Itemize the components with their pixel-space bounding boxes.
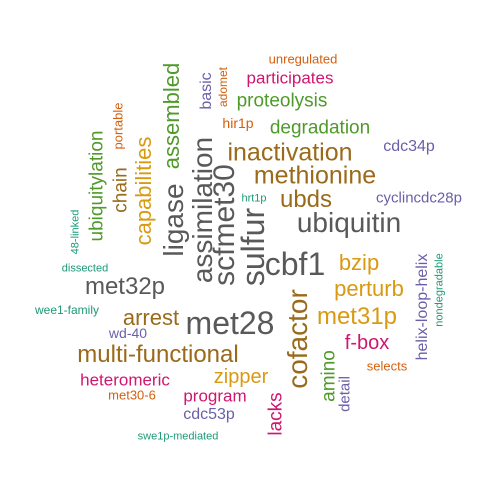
word-assembled: assembled bbox=[159, 62, 184, 170]
word-cdc53p: cdc53p bbox=[183, 406, 235, 423]
word-proteolysis: proteolysis bbox=[236, 90, 328, 112]
word-selects: selects bbox=[366, 358, 408, 374]
word-zipper: zipper bbox=[213, 366, 269, 388]
word-chain: chain bbox=[110, 167, 132, 213]
word-cofactor: cofactor bbox=[282, 289, 313, 389]
word-48-linked: 48-linked bbox=[69, 209, 82, 255]
word-adomet: adomet bbox=[216, 66, 230, 108]
word-cdc34p: cdc34p bbox=[383, 138, 435, 155]
word-cyclincdc28p: cyclincdc28p bbox=[376, 189, 462, 207]
word-met30-6: met30-6 bbox=[108, 387, 156, 403]
word-degradation: degradation bbox=[269, 117, 371, 139]
word-unregulated: unregulated bbox=[268, 51, 338, 67]
word-ubiquitylation: ubiquitylation bbox=[86, 130, 108, 242]
word-sulfur: sulfur bbox=[235, 207, 271, 287]
word-wee1-family: wee1-family bbox=[34, 303, 100, 317]
word-participates: participates bbox=[246, 68, 334, 88]
word-basic: basic bbox=[198, 72, 215, 110]
word-f-box: f-box bbox=[344, 332, 390, 354]
word-detail: detail bbox=[336, 376, 354, 412]
word-hrt1p: hrt1p bbox=[241, 192, 267, 205]
word-cbf1: cbf1 bbox=[264, 246, 326, 282]
word-swe1p-mediated: swe1p-mediated bbox=[137, 430, 219, 443]
word-hir1p: hir1p bbox=[222, 115, 254, 131]
word-nondegradable: nondegradable bbox=[433, 253, 446, 327]
word-met31p: met31p bbox=[316, 303, 398, 330]
word-bzip: bzip bbox=[338, 250, 380, 275]
word-arrest: arrest bbox=[122, 305, 180, 330]
word-dissected: dissected bbox=[61, 262, 109, 275]
word-perturb: perturb bbox=[334, 276, 404, 301]
word-portable: portable bbox=[110, 102, 126, 150]
word-helix-loop-helix: helix-loop-helix bbox=[414, 253, 431, 361]
word-heteromeric: heteromeric bbox=[80, 370, 170, 390]
word-met32p: met32p bbox=[84, 273, 166, 300]
word-capabilities: capabilities bbox=[131, 136, 156, 246]
word-methionine: methionine bbox=[253, 161, 377, 190]
word-met28: met28 bbox=[185, 305, 275, 341]
word-multi-functional: multi-functional bbox=[77, 341, 239, 368]
word-ubds: ubds bbox=[279, 186, 333, 213]
word-ligase: ligase bbox=[158, 183, 189, 257]
word-wd-40: wd-40 bbox=[108, 325, 148, 341]
word-inactivation: inactivation bbox=[227, 138, 353, 167]
word-ubiquitin: ubiquitin bbox=[296, 207, 402, 238]
word-lacks: lacks bbox=[265, 392, 287, 436]
word-program: program bbox=[183, 386, 247, 406]
word-assimilation: assimilation bbox=[187, 136, 218, 284]
